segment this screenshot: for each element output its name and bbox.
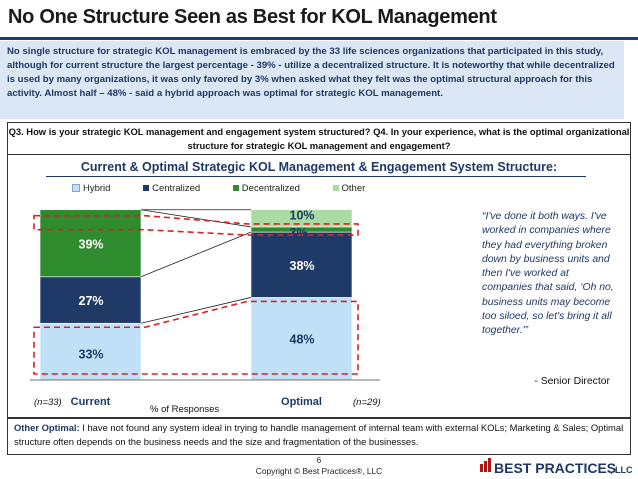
survey-question: Q3. How is your strategic KOL management… — [7, 122, 631, 155]
legend-label-other: Other — [341, 183, 366, 194]
page-number: 6 — [316, 456, 322, 465]
logo-wordmark: BEST PRACTICES — [494, 460, 616, 476]
chart-legend: Hybrid Centralized Decentralized Other — [72, 183, 395, 194]
connector-line-decentralized — [140, 209, 252, 228]
quote-text: “I've done it both ways. I've worked in … — [482, 211, 614, 337]
connector-line-hybrid — [140, 297, 252, 324]
highlight-box-decentralized — [33, 214, 359, 236]
data-label-decentralized-current: 39% — [79, 237, 104, 251]
chart-frame — [7, 155, 631, 418]
legend-item-other: Other — [332, 183, 366, 194]
data-label-decentralized-optimal: 3% — [290, 226, 308, 240]
sample-size-current: (n=33) — [34, 397, 62, 408]
sample-size-optimal: (n=29) — [353, 397, 381, 408]
quote-attribution: - Senior Director — [534, 376, 610, 387]
chart-title: Current & Optimal Strategic KOL Manageme… — [80, 160, 558, 174]
footnote-label: Other Optimal: — [14, 422, 80, 433]
legend-swatch-hybrid — [72, 184, 80, 193]
legend-swatch-centralized — [143, 185, 150, 192]
data-label-hybrid-current: 33% — [79, 348, 104, 362]
best-practices-logo: BEST PRACTICES , LLC — [480, 458, 633, 476]
logo-suffix: , LLC — [610, 465, 633, 475]
legend-item-centralized: Centralized — [143, 183, 200, 194]
footnote-other-optimal: Other Optimal: I have not found any syst… — [7, 418, 631, 455]
title-divider — [0, 37, 638, 40]
bar-segment-centralized-current — [39, 276, 142, 324]
chart-title-underline — [46, 176, 586, 177]
legend-label-decentralized: Decentralized — [241, 183, 300, 194]
legend-swatch-decentralized — [232, 185, 239, 192]
bar-segment-other-optimal — [250, 209, 353, 228]
legend-item-hybrid: Hybrid — [72, 183, 110, 194]
data-label-centralized-optimal: 38% — [290, 259, 315, 273]
page-title: No One Structure Seen as Best for KOL Ma… — [8, 6, 497, 28]
footnote-text: I have not found any system ideal in try… — [14, 422, 624, 447]
data-label-hybrid-optimal: 48% — [290, 333, 315, 347]
data-label-centralized-current: 27% — [79, 294, 104, 308]
connector-line-centralized — [140, 231, 252, 278]
data-label-other-optimal: 10% — [290, 209, 315, 223]
bar-segment-hybrid-optimal — [250, 297, 353, 381]
legend-label-hybrid: Hybrid — [83, 183, 111, 194]
bar-segment-decentralized-current — [39, 209, 142, 278]
bar-segment-centralized-optimal — [250, 231, 353, 298]
x-tick-label-current: Current — [71, 396, 111, 408]
copyright: Copyright © Best Practices®, LLC — [255, 466, 383, 476]
x-tick-label-optimal: Optimal — [281, 396, 322, 408]
intro-paragraph: No single structure for strategic KOL ma… — [0, 41, 624, 119]
legend-label-centralized: Centralized — [152, 183, 201, 194]
legend-item-decentralized: Decentralized — [232, 183, 300, 194]
bar-segment-hybrid-current — [39, 322, 142, 381]
legend-swatch-other — [332, 185, 339, 192]
x-axis-label: % of Responses — [150, 404, 220, 415]
